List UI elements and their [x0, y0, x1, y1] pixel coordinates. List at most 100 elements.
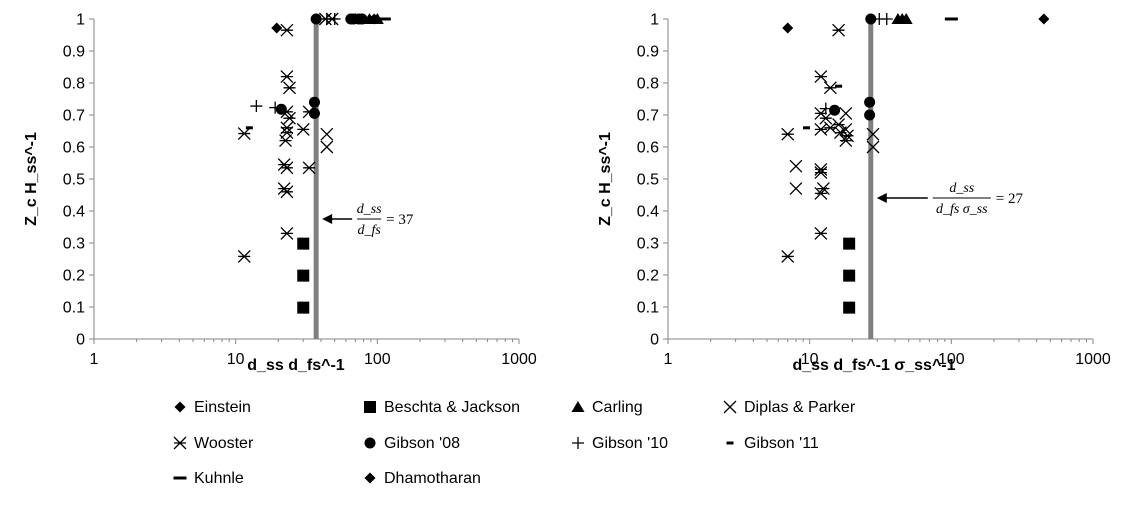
data-point-gibson-08 — [864, 109, 876, 121]
y-tick-label: 0.3 — [63, 236, 85, 253]
data-point-wooster — [302, 161, 316, 175]
data-point-wooster — [823, 121, 837, 135]
data-point-gibson-10 — [819, 102, 832, 115]
y-tick-label: 0.5 — [63, 172, 85, 189]
data-point-diplas-parker — [320, 127, 334, 141]
data-point-gibson-08 — [308, 107, 320, 119]
data-point-wooster — [280, 185, 294, 199]
legend: Einstein Beschta & Jackson Carling Diplas &… — [173, 399, 856, 487]
data-point-gibson-11 — [835, 84, 843, 88]
x-tick-label: 1 — [664, 351, 673, 368]
series-gibson-10 — [819, 13, 893, 115]
data-point-dhamotharan — [1038, 13, 1050, 25]
y-tick-label: 0.1 — [63, 300, 85, 317]
annotation-value: = 27 — [996, 191, 1024, 207]
legend-marker — [364, 401, 376, 413]
data-point-wooster — [832, 118, 846, 132]
y-tick-label: 0.1 — [637, 300, 659, 317]
data-point-gibson-08 — [865, 13, 877, 25]
data-point-gibson-08 — [275, 103, 287, 115]
legend-marker — [723, 400, 737, 414]
data-point-wooster — [839, 134, 853, 148]
data-point-gibson-11 — [245, 126, 253, 130]
y-tick-label: 0.7 — [637, 108, 659, 125]
legend-marker — [174, 401, 186, 413]
data-point-einstein — [271, 22, 283, 34]
y-tick-label: 0 — [650, 332, 659, 349]
data-point-kuhnle — [944, 17, 958, 21]
y-tick-label: 1 — [76, 12, 85, 29]
data-point-gibson-08 — [829, 104, 841, 116]
legend-label: Carling — [592, 399, 643, 416]
data-point-wooster — [283, 81, 296, 95]
data-point-gibson-08 — [310, 13, 322, 25]
data-point-wooster — [814, 186, 828, 200]
data-point-wooster — [283, 111, 296, 125]
data-point-diplas-parker — [320, 140, 334, 154]
x-tick-label: 100 — [938, 351, 965, 368]
y-axis-title: Z_c H_ss^-1 — [23, 132, 40, 226]
data-point-diplas-parker — [866, 127, 880, 141]
y-tick-label: 1 — [650, 12, 659, 29]
data-point-wooster — [814, 226, 828, 240]
data-point-gibson-10 — [880, 13, 893, 25]
legend-label: Einstein — [194, 399, 251, 416]
legend-marker — [364, 472, 376, 484]
x-tick-label: 1 — [90, 351, 99, 368]
data-point-wooster — [280, 70, 294, 84]
series-wooster — [781, 23, 854, 263]
data-point-gibson-10 — [269, 101, 282, 114]
data-point-beschta-jackson — [297, 269, 310, 282]
data-point-wooster — [819, 111, 833, 125]
data-point-wooster — [280, 126, 294, 140]
legend-entry-gibson-11: Gibson '11 — [726, 435, 819, 452]
annotation-value: = 37 — [386, 212, 414, 228]
chart-panel-2: 0 0.1 0.2 0.3 0.4 0.5 0.6 0.7 0.8 0.9 1 1 10 100 1000 d… — [597, 12, 1111, 375]
data-point-gibson-10 — [328, 13, 341, 25]
series-einstein — [271, 22, 283, 34]
data-point-wooster — [832, 23, 846, 37]
legend-marker — [572, 437, 584, 449]
annotation-arrow-head — [876, 193, 887, 203]
y-tick-label: 0.5 — [637, 172, 659, 189]
y-tick-label: 0.2 — [63, 268, 85, 285]
data-point-gibson-08 — [356, 13, 368, 25]
series-beschta-jackson — [297, 237, 310, 314]
data-point-diplas-parker — [839, 106, 853, 120]
legend-entry-carling: Carling — [571, 399, 643, 416]
series-diplas-parker — [320, 127, 334, 154]
legend-entry-dhamotharan: Dhamotharan — [364, 470, 481, 487]
annotation-denominator: d_fs — [357, 223, 381, 238]
data-point-beschta-jackson — [843, 237, 856, 250]
legend-entry-gibson-08: Gibson '08 — [364, 435, 460, 452]
data-point-wooster — [280, 23, 294, 37]
x-tick-label: 10 — [801, 351, 819, 368]
series-einstein — [782, 22, 794, 34]
data-point-wooster — [823, 81, 837, 95]
legend-entry-beschta-jackson: Beschta & Jackson — [364, 399, 520, 416]
legend-entry-einstein: Einstein — [174, 399, 251, 416]
legend-label: Kuhnle — [194, 470, 244, 487]
series-kuhnle — [377, 17, 391, 21]
data-point-wooster — [237, 127, 251, 141]
data-point-wooster — [781, 249, 795, 263]
legend-label: Wooster — [194, 435, 254, 452]
y-tick-label: 0.7 — [63, 108, 85, 125]
data-point-diplas-parker — [789, 159, 803, 173]
annotation: d_ss d_fs = 37 — [322, 202, 414, 238]
legend-label: Gibson '11 — [744, 435, 819, 452]
data-point-wooster — [781, 127, 795, 141]
y-tick-label: 0.6 — [63, 140, 85, 157]
data-point-carling — [899, 13, 913, 24]
legend-entry-diplas-parker: Diplas & Parker — [723, 399, 856, 416]
legend-marker — [571, 401, 585, 412]
y-tick-label: 0.6 — [637, 140, 659, 157]
annotation-numerator: d_ss — [357, 202, 382, 217]
y-tick-label: 0 — [76, 332, 85, 349]
series-beschta-jackson — [843, 237, 856, 314]
annotation: d_ss d_fs σ_ss = 27 — [876, 181, 1024, 217]
data-point-wooster — [296, 122, 310, 136]
legend-label: Gibson '08 — [384, 435, 460, 452]
y-tick-label: 0.4 — [637, 204, 659, 221]
